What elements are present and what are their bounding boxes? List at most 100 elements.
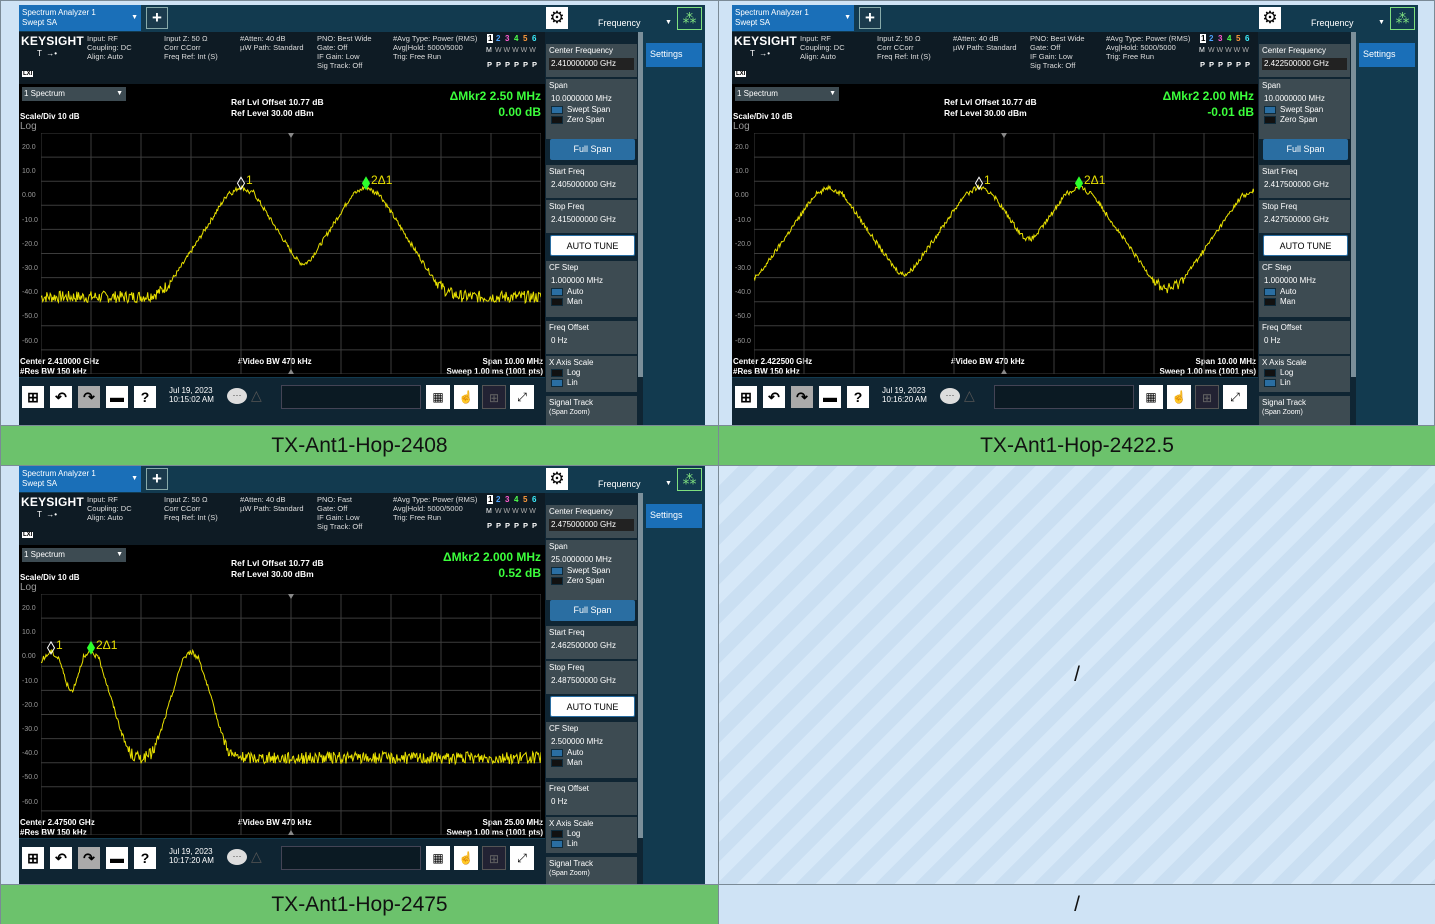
cf-step-control[interactable]: CF Step 1.000000 MHz Auto Man xyxy=(546,261,637,317)
panel-scrollbar[interactable] xyxy=(1351,32,1356,377)
message-bar[interactable] xyxy=(994,385,1134,409)
redo-icon[interactable]: ↷ xyxy=(78,847,100,869)
man-option[interactable]: Man xyxy=(549,297,634,307)
undo-icon[interactable]: ↶ xyxy=(50,847,72,869)
multiwindow-icon[interactable]: ⊞ xyxy=(1195,385,1219,409)
multiwindow-icon[interactable]: ⊞ xyxy=(482,385,506,409)
man-option[interactable]: Man xyxy=(1262,297,1347,307)
touch-icon[interactable]: ☝ xyxy=(1167,385,1191,409)
fullscreen-icon[interactable]: ⤢ xyxy=(510,846,534,870)
windows-icon[interactable]: ⊞ xyxy=(22,847,44,869)
help-icon[interactable]: ? xyxy=(134,847,156,869)
chat-icon[interactable]: ··· xyxy=(940,388,960,404)
multiwindow-icon[interactable]: ⊞ xyxy=(482,846,506,870)
message-bar[interactable] xyxy=(281,385,421,409)
analyzer-tab[interactable]: Spectrum Analyzer 1 Swept SA ▼ xyxy=(732,5,854,31)
chevron-down-icon[interactable]: ▼ xyxy=(844,14,851,21)
fullscreen-icon[interactable]: ⤢ xyxy=(510,385,534,409)
freq-offset-field[interactable]: 0 Hz xyxy=(1264,336,1281,345)
analyzer-tab[interactable]: Spectrum Analyzer 1 Swept SA ▼ xyxy=(19,5,141,31)
windows-icon[interactable]: ⊞ xyxy=(735,386,757,408)
cf-step-field[interactable]: 2.500000 MHz xyxy=(551,737,604,746)
stop-freq-field[interactable]: 2.415000000 GHz xyxy=(551,215,616,224)
lin-option[interactable]: Lin xyxy=(1262,378,1347,388)
zero-span-option[interactable]: Zero Span xyxy=(1262,115,1347,125)
chevron-down-icon[interactable]: ▼ xyxy=(116,551,123,558)
x-axis-scale-control[interactable]: X Axis Scale Log Lin xyxy=(546,356,637,392)
span-field[interactable]: 25.0000000 MHz xyxy=(551,555,612,564)
folder-icon[interactable]: ▬ xyxy=(819,386,841,408)
auto-tune-button[interactable]: AUTO TUNE xyxy=(550,696,635,717)
keypad-icon[interactable]: ▦ xyxy=(1139,385,1163,409)
add-tab-button[interactable]: + xyxy=(146,468,168,490)
redo-icon[interactable]: ↷ xyxy=(78,386,100,408)
menu-title[interactable]: Frequency xyxy=(598,479,641,489)
chevron-down-icon[interactable]: ▼ xyxy=(131,475,138,482)
redo-icon[interactable]: ↷ xyxy=(791,386,813,408)
chevron-down-icon[interactable]: ▼ xyxy=(665,480,672,487)
chevron-down-icon[interactable]: ▼ xyxy=(131,14,138,21)
chevron-down-icon[interactable]: ▼ xyxy=(665,19,672,26)
menu-title[interactable]: Frequency xyxy=(598,18,641,28)
x-axis-scale-control[interactable]: X Axis Scale Log Lin xyxy=(1259,356,1350,392)
undo-icon[interactable]: ↶ xyxy=(763,386,785,408)
swept-span-option[interactable]: Swept Span xyxy=(549,105,634,115)
panel-scrollbar[interactable] xyxy=(638,493,643,838)
auto-tune-button[interactable]: AUTO TUNE xyxy=(1263,235,1348,256)
center-frequency-control[interactable]: Center Frequency 2.410000000 GHz xyxy=(546,44,637,77)
windows-icon[interactable]: ⊞ xyxy=(22,386,44,408)
menu-title[interactable]: Frequency xyxy=(1311,18,1354,28)
signal-track-control[interactable]: Signal Track (Span Zoom) xyxy=(546,396,637,425)
window-selector[interactable]: 1 Spectrum ▼ xyxy=(735,87,839,101)
start-freq-control[interactable]: Start Freq 2.417500000 GHz xyxy=(1259,165,1350,198)
span-control[interactable]: Span 25.0000000 MHz Swept Span Zero Span xyxy=(546,540,637,600)
add-tab-button[interactable]: + xyxy=(146,7,168,29)
freq-offset-control[interactable]: Freq Offset 0 Hz xyxy=(1259,321,1350,354)
analyzer-tab[interactable]: Spectrum Analyzer 1 Swept SA ▼ xyxy=(19,466,141,492)
spectrum-plot[interactable]: 1 2Δ1 xyxy=(754,133,1254,374)
center-frequency-field[interactable]: 2.475000000 GHz xyxy=(549,519,634,531)
span-field[interactable]: 10.0000000 MHz xyxy=(1264,94,1325,103)
center-frequency-control[interactable]: Center Frequency 2.475000000 GHz xyxy=(546,505,637,538)
gear-icon[interactable]: ⚙ xyxy=(546,7,568,29)
cf-step-control[interactable]: CF Step 1.000000 MHz Auto Man xyxy=(1259,261,1350,317)
start-freq-field[interactable]: 2.462500000 GHz xyxy=(551,641,616,650)
help-icon[interactable]: ? xyxy=(134,386,156,408)
center-frequency-field[interactable]: 2.410000000 GHz xyxy=(549,58,634,70)
chevron-down-icon[interactable]: ▼ xyxy=(116,90,123,97)
touch-icon[interactable]: ☝ xyxy=(454,385,478,409)
freq-offset-control[interactable]: Freq Offset 0 Hz xyxy=(546,321,637,354)
cf-step-field[interactable]: 1.000000 MHz xyxy=(1264,276,1317,285)
folder-icon[interactable]: ▬ xyxy=(106,847,128,869)
start-freq-control[interactable]: Start Freq 2.462500000 GHz xyxy=(546,626,637,659)
start-freq-control[interactable]: Start Freq 2.405000000 GHz xyxy=(546,165,637,198)
freq-offset-control[interactable]: Freq Offset 0 Hz xyxy=(546,782,637,815)
start-freq-field[interactable]: 2.417500000 GHz xyxy=(1264,180,1329,189)
log-option[interactable]: Log xyxy=(549,368,634,378)
swept-span-option[interactable]: Swept Span xyxy=(549,566,634,576)
signal-track-control[interactable]: Signal Track (Span Zoom) xyxy=(1259,396,1350,425)
panel-scrollbar[interactable] xyxy=(638,32,643,377)
full-span-button[interactable]: Full Span xyxy=(550,600,635,621)
window-selector[interactable]: 1 Spectrum ▼ xyxy=(22,87,126,101)
center-frequency-field[interactable]: 2.422500000 GHz xyxy=(1262,58,1347,70)
help-icon[interactable]: ? xyxy=(847,386,869,408)
auto-tune-button[interactable]: AUTO TUNE xyxy=(550,235,635,256)
settings-tab[interactable]: Settings xyxy=(646,504,702,528)
freq-offset-field[interactable]: 0 Hz xyxy=(551,797,568,806)
span-control[interactable]: Span 10.0000000 MHz Swept Span Zero Span xyxy=(1259,79,1350,139)
stop-freq-control[interactable]: Stop Freq 2.415000000 GHz xyxy=(546,200,637,233)
log-option[interactable]: Log xyxy=(1262,368,1347,378)
spectrum-plot[interactable]: 1 2Δ1 xyxy=(41,133,541,374)
center-frequency-control[interactable]: Center Frequency 2.422500000 GHz xyxy=(1259,44,1350,77)
stop-freq-control[interactable]: Stop Freq 2.487500000 GHz xyxy=(546,661,637,694)
status-icon[interactable]: ⁂ xyxy=(1390,7,1415,30)
touch-icon[interactable]: ☝ xyxy=(454,846,478,870)
stop-freq-field[interactable]: 2.487500000 GHz xyxy=(551,676,616,685)
keypad-icon[interactable]: ▦ xyxy=(426,846,450,870)
auto-option[interactable]: Auto xyxy=(549,287,634,297)
gear-icon[interactable]: ⚙ xyxy=(1259,7,1281,29)
freq-offset-field[interactable]: 0 Hz xyxy=(551,336,568,345)
